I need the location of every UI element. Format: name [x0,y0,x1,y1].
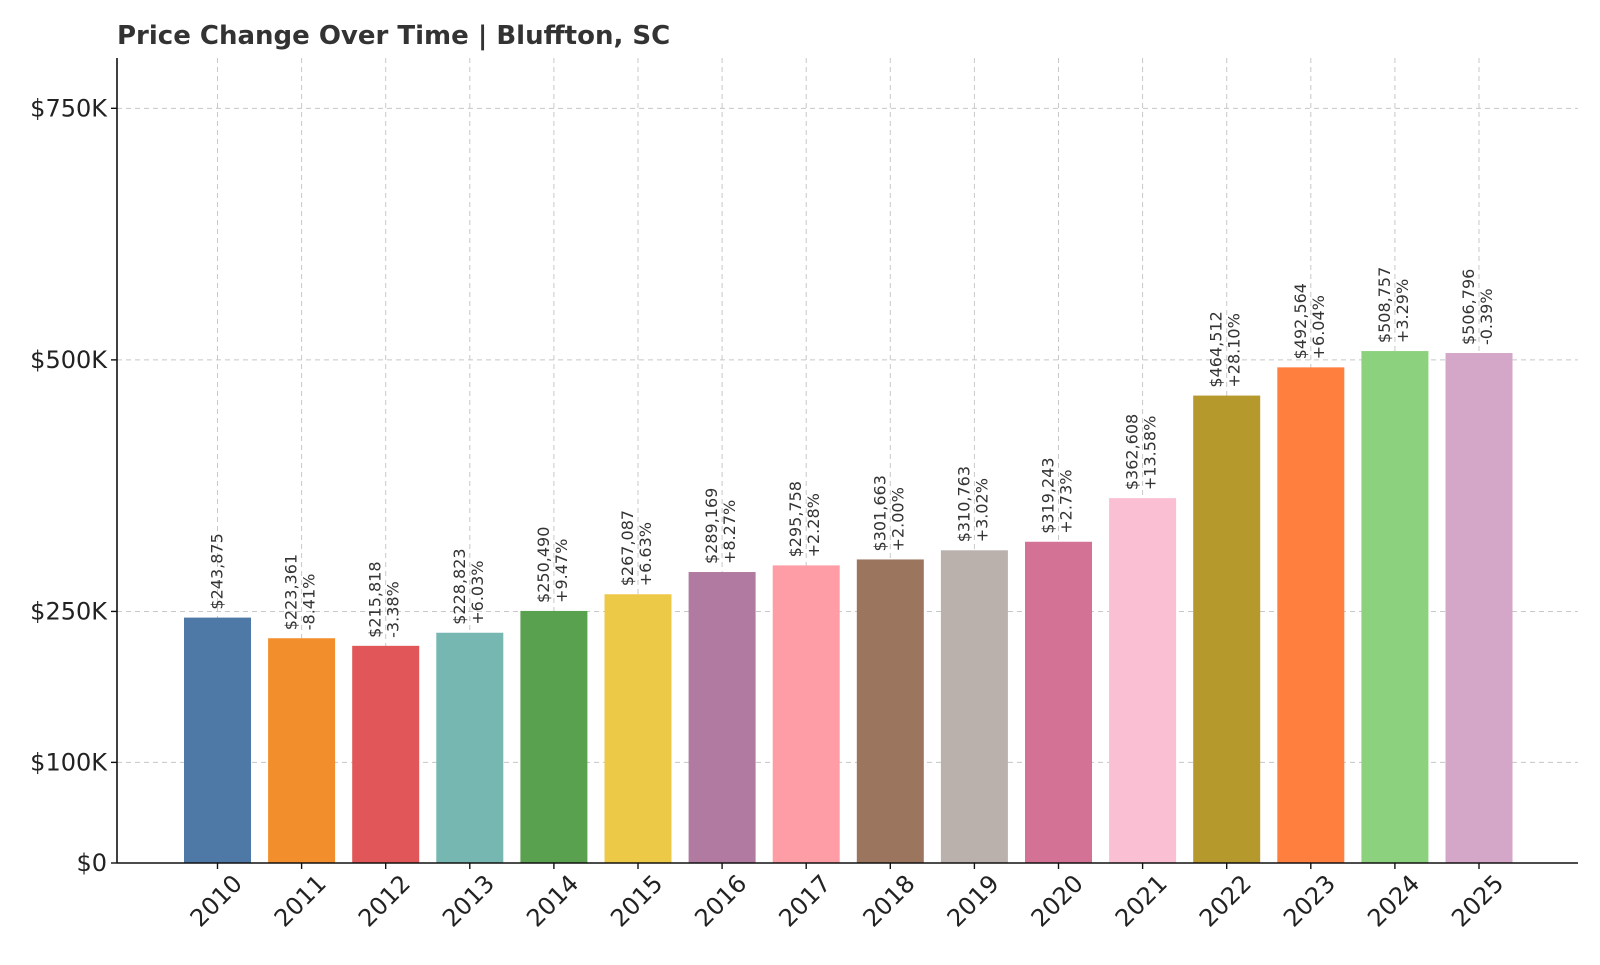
bar-value-label: $310,763 [954,466,973,542]
x-tick-label: 2022 [1194,869,1257,932]
bar-value-label: $319,243 [1039,457,1058,533]
bar-2017 [772,565,840,863]
grid-layer [117,58,1578,863]
y-tick-label: $100K [30,748,108,776]
bar-change-label: +9.47% [552,539,571,603]
bar-2012 [352,645,420,863]
bar-change-label: +8.27% [720,500,739,564]
bar-2013 [436,632,504,863]
bar-value-label: $295,758 [786,481,805,557]
bar-change-label: +2.28% [804,493,823,557]
bar-2011 [268,638,336,863]
x-tick-label: 2018 [858,869,921,932]
x-tick-label: 2011 [269,869,332,932]
bar-2019 [940,550,1008,863]
x-tick-label: 2015 [605,869,668,932]
x-tick-label: 2025 [1446,869,1509,932]
bar-change-label: +6.03% [468,561,487,625]
bar-value-label: $267,087 [618,510,637,586]
bar-change-label: +6.63% [636,522,655,586]
bar-change-label: +3.29% [1393,279,1412,343]
x-tick-label: 2010 [185,869,248,932]
bar-value-label: $464,512 [1207,311,1226,387]
bar-value-label: $289,169 [702,488,721,564]
y-tick-label: $250K [30,597,108,625]
x-tick-label: 2023 [1278,869,1341,932]
bar-2016 [688,572,756,863]
bar-value-label: $215,818 [366,561,385,637]
x-tick-label: 2020 [1026,869,1089,932]
bar-2014 [520,610,588,863]
bar-change-label: +2.73% [1057,470,1076,534]
bar-change-label: +6.04% [1309,295,1328,359]
bar-value-label: $492,564 [1291,283,1310,359]
bar-change-label: +2.00% [888,487,907,551]
bar-change-label: +28.10% [1225,313,1244,387]
bar-value-label: $508,757 [1375,267,1394,343]
x-tick-label: 2013 [437,869,500,932]
chart-title: Price Change Over Time | Bluffton, SC [117,21,670,51]
bar-2023 [1277,367,1345,863]
bar-2018 [856,559,924,863]
bar-2010 [184,617,251,863]
bar-change-label: -8.41% [300,574,319,631]
x-tick-label: 2014 [521,869,584,932]
bar-change-label: +13.58% [1141,416,1160,490]
y-tick-label: $750K [30,94,108,122]
bar-value-label: $250,490 [534,527,553,603]
y-tick-label: $500K [30,346,108,374]
bar-labels-layer: $243,875 $223,361 -8.41% $215,818 -3.38% $228… [208,267,1497,638]
y-tick-label: $0 [76,849,107,877]
bar-value-label: $301,663 [870,475,889,551]
bar-change-label: +3.02% [972,478,991,542]
bar-2024 [1361,351,1429,863]
x-tick-label: 2012 [353,869,416,932]
x-tick-label: 2024 [1362,869,1425,932]
bar-value-label: $243,875 [208,533,227,609]
bar-change-label: -3.38% [384,581,403,638]
x-tick-label: 2017 [773,869,836,932]
bar-value-label: $223,361 [282,554,301,630]
bar-2020 [1025,541,1092,863]
bar-value-label: $506,796 [1459,269,1478,345]
bar-value-label: $228,823 [450,548,469,624]
x-tick-label: 2016 [689,869,752,932]
bar-2025 [1445,353,1513,863]
bar-change-label: -0.39% [1477,288,1496,345]
x-tick-label: 2021 [1110,869,1173,932]
bar-2022 [1193,395,1261,863]
bar-2021 [1109,498,1177,863]
x-tick-label: 2019 [942,869,1005,932]
bar-value-label: $362,608 [1123,414,1142,490]
bars-layer [184,351,1513,863]
bar-2015 [604,594,672,863]
